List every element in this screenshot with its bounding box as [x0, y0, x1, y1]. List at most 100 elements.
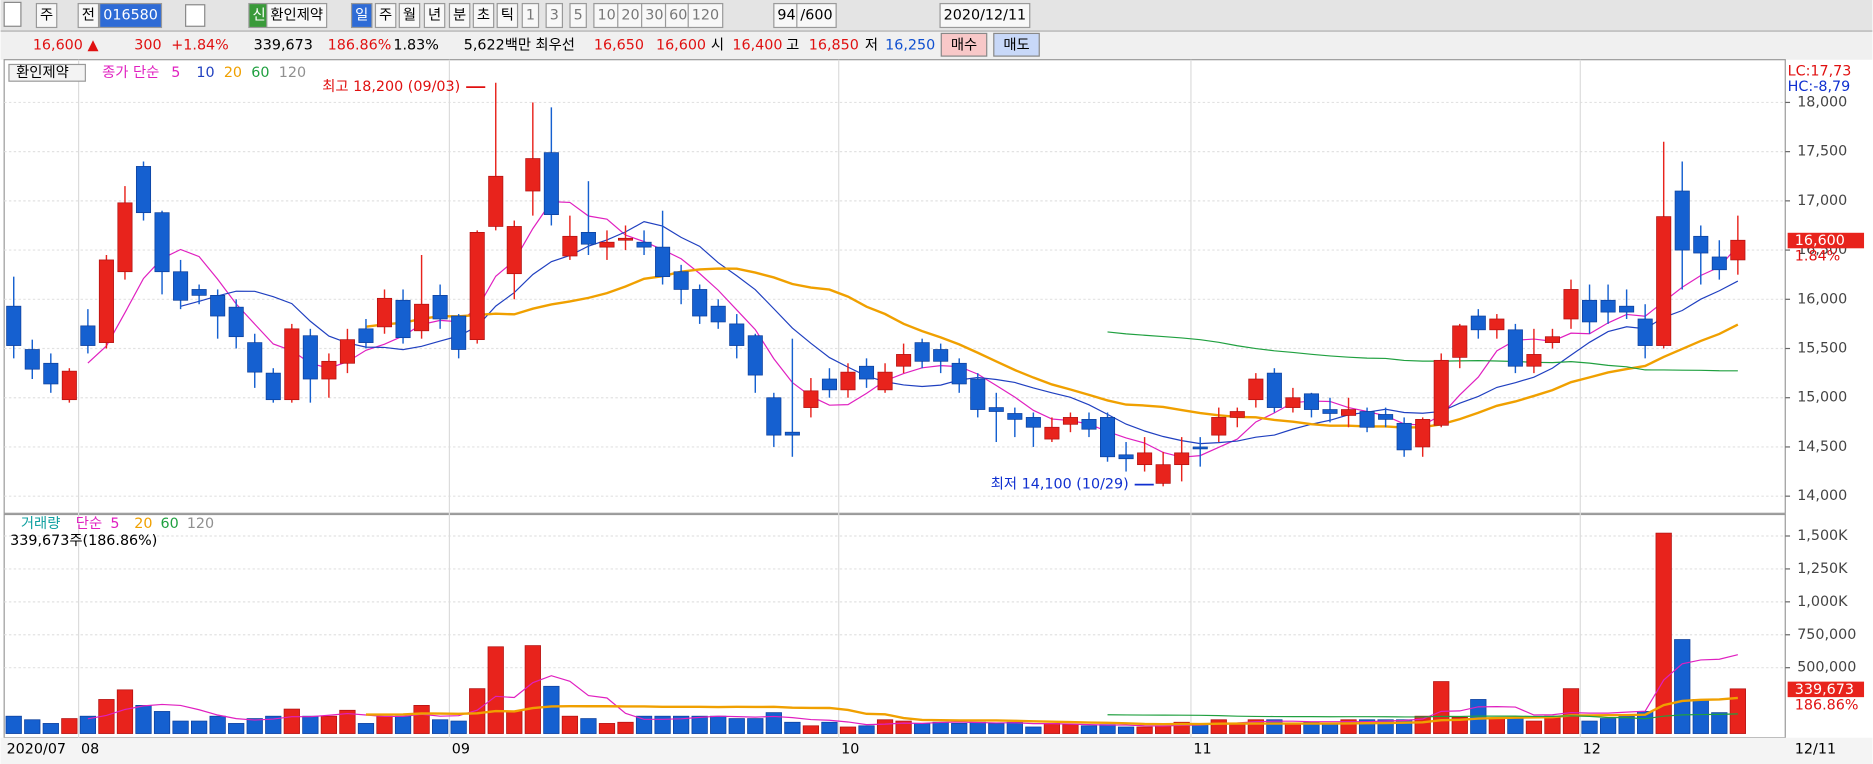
volume-ma-label: 단순	[76, 515, 102, 532]
quote-item: 16,650	[594, 37, 644, 53]
search-icon[interactable]	[185, 4, 206, 27]
toolbar-button[interactable]	[266, 2, 328, 29]
toolbar-item[interactable]: /600	[800, 8, 832, 24]
toolbar-item[interactable]: 주	[379, 8, 392, 24]
candle-body	[580, 232, 596, 245]
toolbar-item[interactable]: 주	[40, 8, 53, 24]
candle-body	[1192, 446, 1208, 450]
toolbar-item[interactable]: 120	[692, 8, 719, 24]
candle-body	[1619, 305, 1635, 313]
order-button[interactable]	[940, 32, 988, 57]
toolbar-item[interactable]: 10	[597, 8, 615, 24]
candle-body	[451, 315, 467, 350]
volume-bar	[1006, 721, 1023, 734]
candle-body	[951, 362, 967, 385]
toolbar-button[interactable]	[545, 2, 564, 29]
toolbar-item[interactable]: 년	[428, 7, 441, 24]
volume-bar	[1581, 720, 1598, 734]
y-tick-label: 15,500	[1797, 341, 1847, 357]
candle-body	[914, 342, 930, 362]
toolbar-button[interactable]	[398, 2, 421, 29]
last-change: 1.84%	[1795, 249, 1840, 265]
x-tick-label: 12	[1583, 742, 1601, 758]
candle-body	[1118, 454, 1134, 460]
candle-body	[506, 226, 522, 275]
toolbar-item[interactable]: 60	[669, 8, 687, 24]
candle-body	[1025, 417, 1041, 428]
volume-bar	[524, 645, 541, 734]
low-note: 최저 14,100 (10/29)	[991, 476, 1129, 493]
candle-body	[1137, 452, 1153, 466]
toolbar-item[interactable]: 30	[645, 8, 663, 24]
volume-moving-average	[365, 696, 1738, 726]
candle-body	[1062, 417, 1078, 425]
toolbar-item[interactable]: 1	[526, 8, 535, 24]
toolbar-item[interactable]: 일	[355, 7, 368, 24]
volume-bar	[469, 688, 486, 734]
candle-body	[80, 325, 96, 346]
volume-bar	[1618, 715, 1635, 734]
toolbar-item[interactable]: 신	[252, 7, 265, 24]
order-button[interactable]	[993, 32, 1040, 57]
toolbar-button[interactable]	[472, 2, 495, 29]
volume-bar	[246, 718, 263, 734]
toolbar-item[interactable]: 5	[574, 8, 583, 24]
toolbar-button[interactable]	[77, 2, 100, 29]
toolbar-button[interactable]	[99, 2, 163, 29]
toolbar-button[interactable]	[796, 2, 837, 29]
volume-bar	[1210, 719, 1227, 734]
candle-body	[970, 378, 986, 410]
quote-item: 저	[865, 36, 878, 53]
x-tick-label: 09	[452, 742, 470, 758]
toolbar-button[interactable]	[448, 2, 471, 29]
quote-item[interactable]: 매도	[1003, 36, 1029, 53]
toolbar-button[interactable]	[939, 2, 1031, 29]
high-note: 최고 18,200 (09/03)	[322, 78, 460, 95]
toolbar-item[interactable]: 초	[477, 8, 490, 24]
toolbar-button[interactable]	[35, 2, 58, 29]
toolbar-item[interactable]: 전	[82, 7, 95, 24]
toolbar-item[interactable]: 016580	[103, 8, 158, 24]
volume-bar	[209, 715, 226, 734]
toolbar-button[interactable]	[496, 2, 519, 29]
toolbar-item[interactable]: 분	[453, 8, 466, 24]
volume-moving-average	[87, 654, 1738, 727]
toolbar-button[interactable]	[423, 2, 446, 29]
toolbar-button[interactable]	[374, 2, 397, 29]
quote-item: 16,850	[809, 37, 859, 53]
volume-bar	[1229, 723, 1246, 734]
volume-bar	[1562, 688, 1580, 734]
toolbar-item[interactable]: 틱	[501, 7, 514, 24]
candle-body	[859, 365, 875, 380]
candle-body	[1174, 452, 1190, 466]
candle-body	[1470, 315, 1486, 331]
candle-body	[729, 323, 745, 346]
last-price: 16,600	[1795, 233, 1845, 249]
volume-panel	[3, 513, 1786, 739]
candle-body	[1656, 216, 1672, 346]
toolbar-item[interactable]: 3	[550, 8, 559, 24]
toolbar-button[interactable]	[350, 2, 373, 29]
volume-bar	[1155, 725, 1172, 734]
candle-body	[488, 175, 504, 227]
y2-tick-label: 1,000K	[1797, 594, 1848, 610]
toolbar-item[interactable]: 월	[403, 7, 416, 24]
volume-bar	[1136, 726, 1153, 734]
volume-bar	[1433, 681, 1450, 734]
toolbar-button[interactable]	[569, 2, 587, 29]
toolbar-item[interactable]: 94	[777, 8, 795, 24]
volume-bar	[691, 715, 708, 734]
volume-bar	[598, 723, 616, 734]
candle-body	[210, 295, 226, 317]
toolbar-item[interactable]: 2020/12/11	[944, 8, 1027, 24]
toolbar-button[interactable]	[521, 2, 540, 29]
toolbar-item[interactable]: 20	[621, 8, 639, 24]
candle-body	[636, 241, 652, 248]
candle-body	[655, 246, 671, 278]
toolbar-button[interactable]	[687, 2, 724, 29]
quote-item[interactable]: 매수	[951, 36, 977, 53]
volume-label: 거래량	[21, 515, 61, 532]
toolbar-item[interactable]: 환인제약	[270, 7, 323, 24]
volume-bar	[802, 725, 820, 734]
menu-icon[interactable]	[3, 1, 22, 27]
